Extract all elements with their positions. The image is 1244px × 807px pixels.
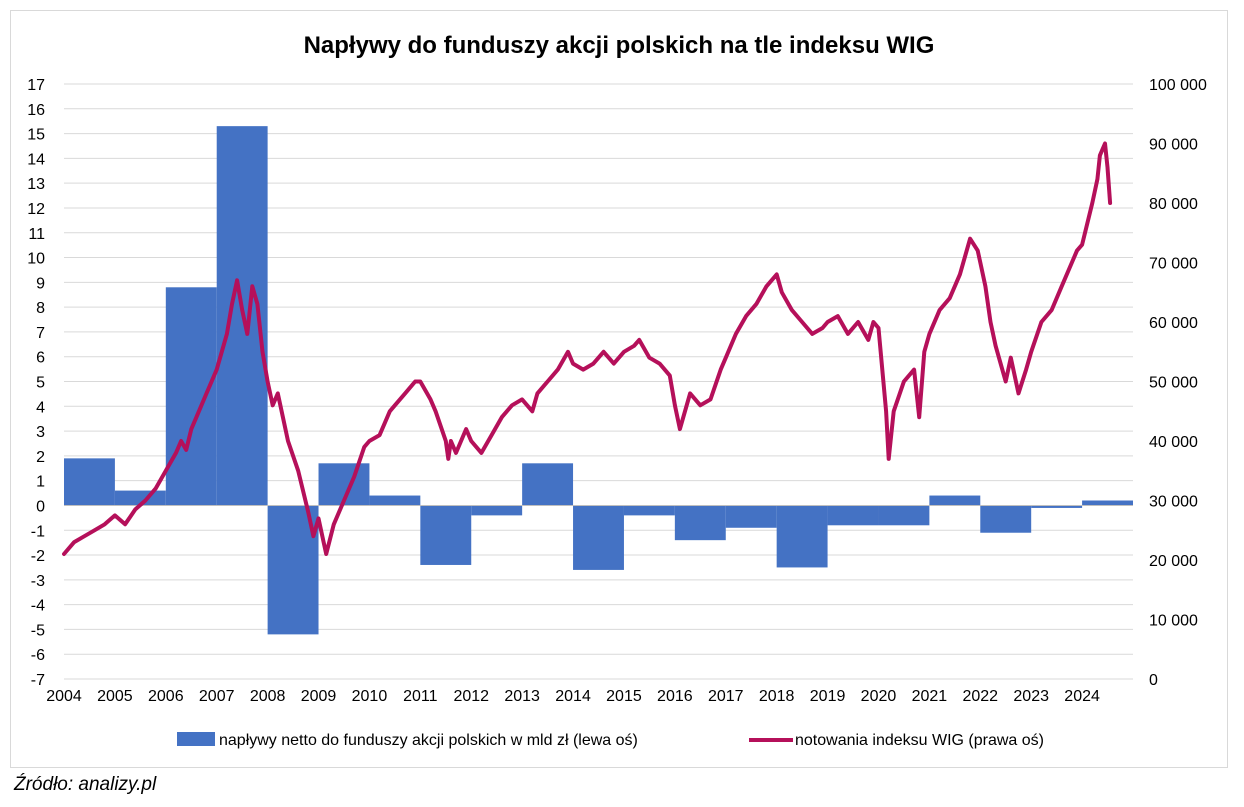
bar: [827, 505, 879, 526]
bar: [420, 505, 472, 565]
x-tick-label: 2010: [352, 688, 388, 705]
x-tick-label: 2019: [810, 688, 846, 705]
left-tick-label: 7: [36, 325, 45, 342]
bar: [674, 505, 726, 541]
left-tick-label: 12: [27, 201, 45, 218]
x-tick-label: 2012: [453, 688, 489, 705]
left-tick-label: -4: [31, 598, 45, 615]
left-tick-label: -3: [31, 573, 45, 590]
left-tick-label: 11: [28, 226, 45, 243]
left-tick-label: 5: [36, 375, 45, 392]
right-tick-label: 0: [1149, 672, 1158, 689]
right-tick-label: 90 000: [1149, 137, 1198, 154]
right-tick-label: 100 000: [1149, 77, 1207, 94]
x-tick-label: 2006: [148, 688, 184, 705]
x-axis-ticks: 2004 2005 2006 2007 2008 2009 2010 2011 2012 2013…: [46, 688, 1100, 705]
bar: [929, 495, 981, 506]
left-tick-label: 4: [36, 399, 45, 416]
x-tick-label: 2009: [301, 688, 337, 705]
left-tick-label: -7: [31, 672, 45, 689]
right-axis-ticks: 0 10 000 20 000 30 000 40 000 50 000 60 000 70 …: [1149, 77, 1207, 689]
legend: napływy netto do funduszy akcji polskich…: [177, 732, 1044, 749]
left-tick-label: -5: [31, 622, 45, 639]
bar: [471, 505, 523, 516]
left-tick-label: 9: [36, 275, 45, 292]
source-note: Źródło: analizy.pl: [14, 774, 157, 795]
line-series-wig: [62, 141, 1113, 556]
left-tick-label: 3: [36, 424, 45, 441]
left-tick-label: 15: [27, 127, 45, 144]
left-tick-label: -6: [31, 647, 45, 664]
left-tick-label: 17: [27, 77, 45, 94]
left-tick-label: 8: [36, 300, 45, 317]
left-tick-label: -2: [31, 548, 45, 565]
bar: [623, 505, 675, 516]
bar: [980, 505, 1032, 533]
x-tick-label: 2007: [199, 688, 235, 705]
x-tick-label: 2017: [708, 688, 744, 705]
x-tick-label: 2015: [606, 688, 642, 705]
left-tick-label: 13: [27, 176, 45, 193]
left-tick-label: 0: [36, 498, 45, 515]
chart-title: Napływy do funduszy akcji polskich na tl…: [304, 32, 935, 59]
x-tick-label: 2013: [504, 688, 540, 705]
left-tick-label: 16: [27, 102, 45, 119]
chart: Napływy do funduszy akcji polskich na tl…: [27, 32, 1207, 749]
bar-series-inflows: [64, 126, 1133, 635]
left-tick-label: 14: [27, 151, 45, 168]
right-tick-label: 30 000: [1149, 494, 1198, 511]
left-tick-label: 6: [36, 350, 45, 367]
right-tick-label: 70 000: [1149, 256, 1198, 273]
left-tick-label: 10: [27, 251, 45, 268]
bar: [573, 505, 624, 570]
x-tick-label: 2011: [403, 688, 438, 705]
right-tick-label: 40 000: [1149, 434, 1198, 451]
x-tick-label: 2023: [1013, 688, 1049, 705]
x-tick-label: 2008: [250, 688, 286, 705]
bar: [776, 505, 828, 568]
x-tick-label: 2014: [555, 688, 591, 705]
x-tick-label: 2018: [759, 688, 795, 705]
bar: [165, 287, 217, 506]
bar: [725, 505, 777, 528]
x-tick-label: 2004: [46, 688, 82, 705]
bar: [369, 495, 421, 506]
left-tick-label: -1: [31, 523, 45, 540]
left-tick-label: 2: [36, 449, 45, 466]
right-tick-label: 10 000: [1149, 613, 1198, 630]
chart-frame: Napływy do funduszy akcji polskich na tl…: [10, 10, 1228, 768]
right-tick-label: 50 000: [1149, 375, 1198, 392]
bar: [522, 463, 574, 506]
x-tick-label: 2005: [97, 688, 133, 705]
x-tick-label: 2022: [962, 688, 998, 705]
right-tick-label: 80 000: [1149, 196, 1198, 213]
bar: [1082, 500, 1133, 506]
x-tick-label: 2020: [861, 688, 897, 705]
x-tick-label: 2021: [912, 688, 948, 705]
legend-label-inflows: napływy netto do funduszy akcji polskich…: [219, 732, 638, 749]
left-tick-label: 1: [36, 474, 45, 491]
x-tick-label: 2024: [1064, 688, 1100, 705]
right-tick-label: 20 000: [1149, 553, 1198, 570]
legend-label-wig: notowania indeksu WIG (prawa oś): [795, 732, 1044, 749]
bar: [1031, 505, 1083, 508]
bar: [878, 505, 930, 526]
legend-swatch-inflows: [177, 732, 215, 746]
right-tick-label: 60 000: [1149, 315, 1198, 332]
x-tick-label: 2016: [657, 688, 693, 705]
bar: [64, 458, 115, 506]
